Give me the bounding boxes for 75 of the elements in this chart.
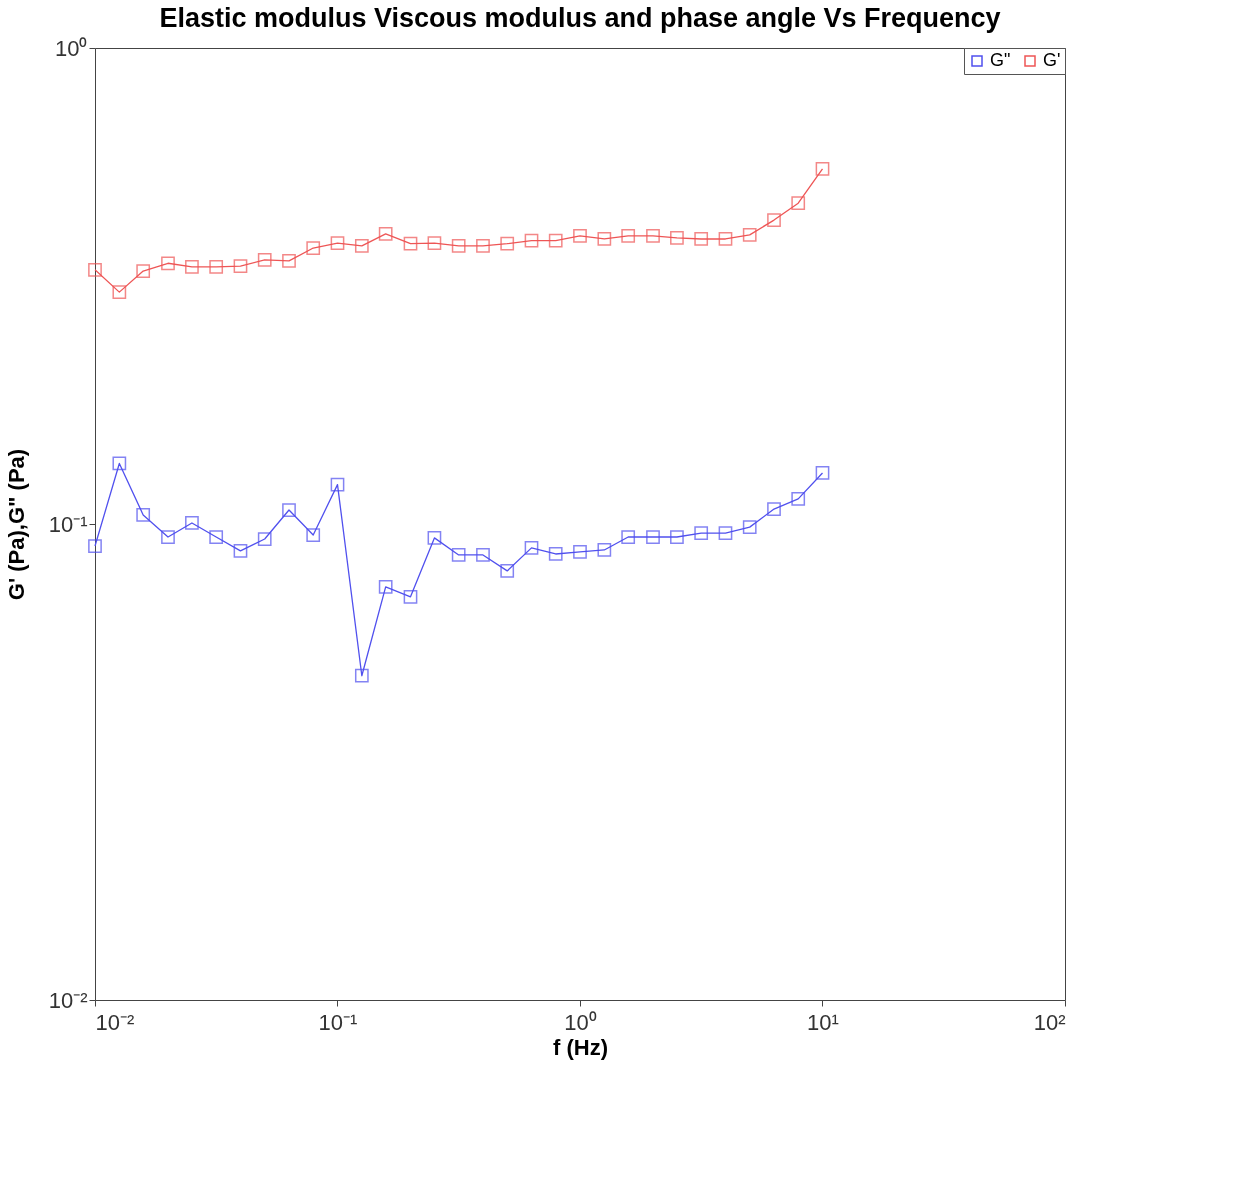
point	[378, 226, 393, 241]
point	[354, 238, 369, 253]
point	[524, 540, 539, 555]
point	[500, 564, 515, 578]
point	[573, 544, 587, 559]
point	[815, 466, 830, 480]
y-axis-title: G' (Pa),G" (Pa)	[3, 448, 29, 601]
point	[112, 456, 127, 471]
point	[694, 232, 709, 246]
point	[378, 579, 393, 594]
point	[451, 238, 466, 253]
point	[306, 241, 321, 255]
point	[88, 539, 102, 553]
point	[646, 530, 660, 544]
point	[621, 229, 636, 243]
x-tick-label: 10⁻¹	[318, 1009, 358, 1035]
point	[209, 259, 224, 274]
x-tick-label: 10⁰	[564, 1009, 597, 1035]
point	[354, 668, 369, 683]
point	[548, 233, 563, 248]
point	[185, 516, 199, 530]
point	[451, 548, 466, 562]
legend-label: G"	[990, 50, 1011, 70]
point	[161, 256, 175, 271]
point	[282, 254, 296, 268]
point	[112, 285, 127, 299]
point	[306, 528, 321, 542]
point	[597, 543, 612, 557]
point	[136, 264, 151, 278]
point	[791, 196, 806, 211]
point	[718, 526, 733, 540]
x-tick-label: 10¹	[807, 1009, 839, 1035]
point	[767, 502, 781, 516]
point	[136, 508, 151, 522]
y-tick-label: 10⁻¹	[48, 511, 88, 537]
point	[476, 548, 490, 562]
point	[403, 589, 418, 604]
point	[257, 252, 272, 267]
point	[548, 547, 563, 561]
point	[597, 232, 612, 246]
point	[88, 262, 102, 277]
point	[282, 503, 296, 517]
y-tick-label: 10⁻²	[48, 987, 88, 1013]
point	[330, 236, 345, 251]
point	[233, 259, 248, 274]
point	[476, 238, 490, 253]
point	[330, 477, 345, 492]
x-tick-label: 10⁻²	[95, 1009, 135, 1035]
point	[742, 227, 757, 242]
point	[670, 530, 684, 544]
point	[233, 544, 248, 558]
point	[767, 213, 781, 227]
point	[718, 232, 733, 246]
x-axis-title: f (Hz)	[553, 1034, 608, 1060]
point	[621, 530, 636, 544]
point	[670, 231, 684, 245]
point	[403, 236, 418, 251]
point	[742, 520, 757, 534]
point	[573, 229, 587, 243]
point	[815, 162, 830, 176]
y-tick-label: 10⁰	[55, 35, 88, 61]
point	[427, 531, 442, 545]
point	[185, 259, 199, 274]
point	[646, 229, 660, 243]
point	[257, 532, 272, 546]
point	[500, 236, 515, 251]
point	[791, 492, 806, 506]
legend-label: G'	[1043, 50, 1061, 70]
point	[427, 236, 442, 251]
point	[524, 233, 539, 248]
point	[161, 530, 175, 544]
point	[209, 530, 224, 544]
chart-title: Elastic modulus Viscous modulus and phase angle Vs Frequency	[159, 3, 1001, 33]
point	[694, 526, 709, 540]
x-tick-label: 10²	[1033, 1009, 1066, 1035]
